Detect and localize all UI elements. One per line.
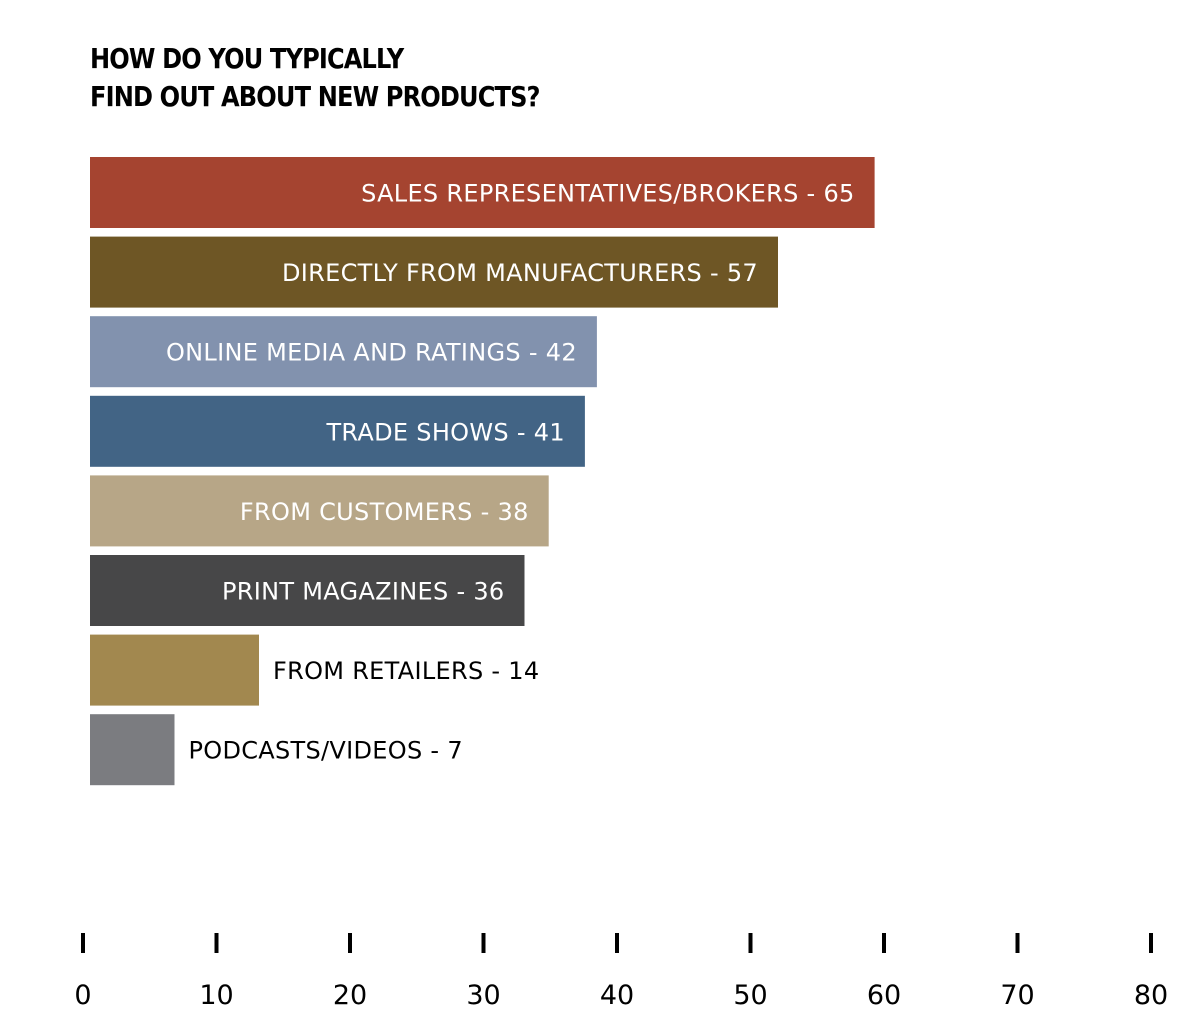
bar-label-4: TRADE SHOWS - 41: [325, 418, 564, 446]
bar-2: [90, 236, 778, 308]
x-tick-label-10: 10: [199, 980, 233, 1011]
x-tick-label-0: 0: [74, 980, 91, 1011]
chart-title-line-2: FIND OUT ABOUT NEW PRODUCTS?: [90, 80, 541, 113]
bar-label-3: ONLINE MEDIA AND RATINGS - 42: [166, 339, 577, 367]
bar-label-8: PODCASTS/VIDEOS - 7: [189, 737, 463, 765]
x-tick-label-80: 80: [1134, 980, 1168, 1011]
bar-label-1: SALES REPRESENTATIVES/BROKERS - 65: [361, 180, 855, 208]
x-tick-label-20: 20: [333, 980, 367, 1011]
x-tick-label-60: 60: [867, 980, 901, 1011]
chart-title: HOW DO YOU TYPICALLY FIND OUT ABOUT NEW …: [90, 40, 541, 116]
chart-title-line-1: HOW DO YOU TYPICALLY: [90, 42, 404, 75]
bars-group: SALES REPRESENTATIVES/BROKERS - 65 DIRECT…: [90, 157, 875, 786]
bar-1: [90, 157, 875, 228]
bar-4: [90, 395, 585, 467]
bar-8: [90, 714, 175, 786]
bar-7: [90, 634, 259, 706]
bar-5: [90, 475, 549, 547]
bar-label-5: FROM CUSTOMERS - 38: [240, 498, 529, 526]
bar-label-7: FROM RETAILERS - 14: [273, 657, 539, 685]
bar-label-6: PRINT MAGAZINES - 36: [222, 578, 505, 606]
x-tick-label-40: 40: [600, 980, 634, 1011]
bar-6: [90, 555, 525, 626]
bar-label-2: DIRECTLY FROM MANUFACTURERS - 57: [282, 259, 758, 287]
x-axis: 0 10 20 30 40 50 60 70 80: [74, 933, 1168, 1011]
x-tick-label-70: 70: [1000, 980, 1034, 1011]
x-tick-label-50: 50: [733, 980, 767, 1011]
bar-3: [90, 316, 597, 388]
x-tick-label-30: 30: [466, 980, 500, 1011]
